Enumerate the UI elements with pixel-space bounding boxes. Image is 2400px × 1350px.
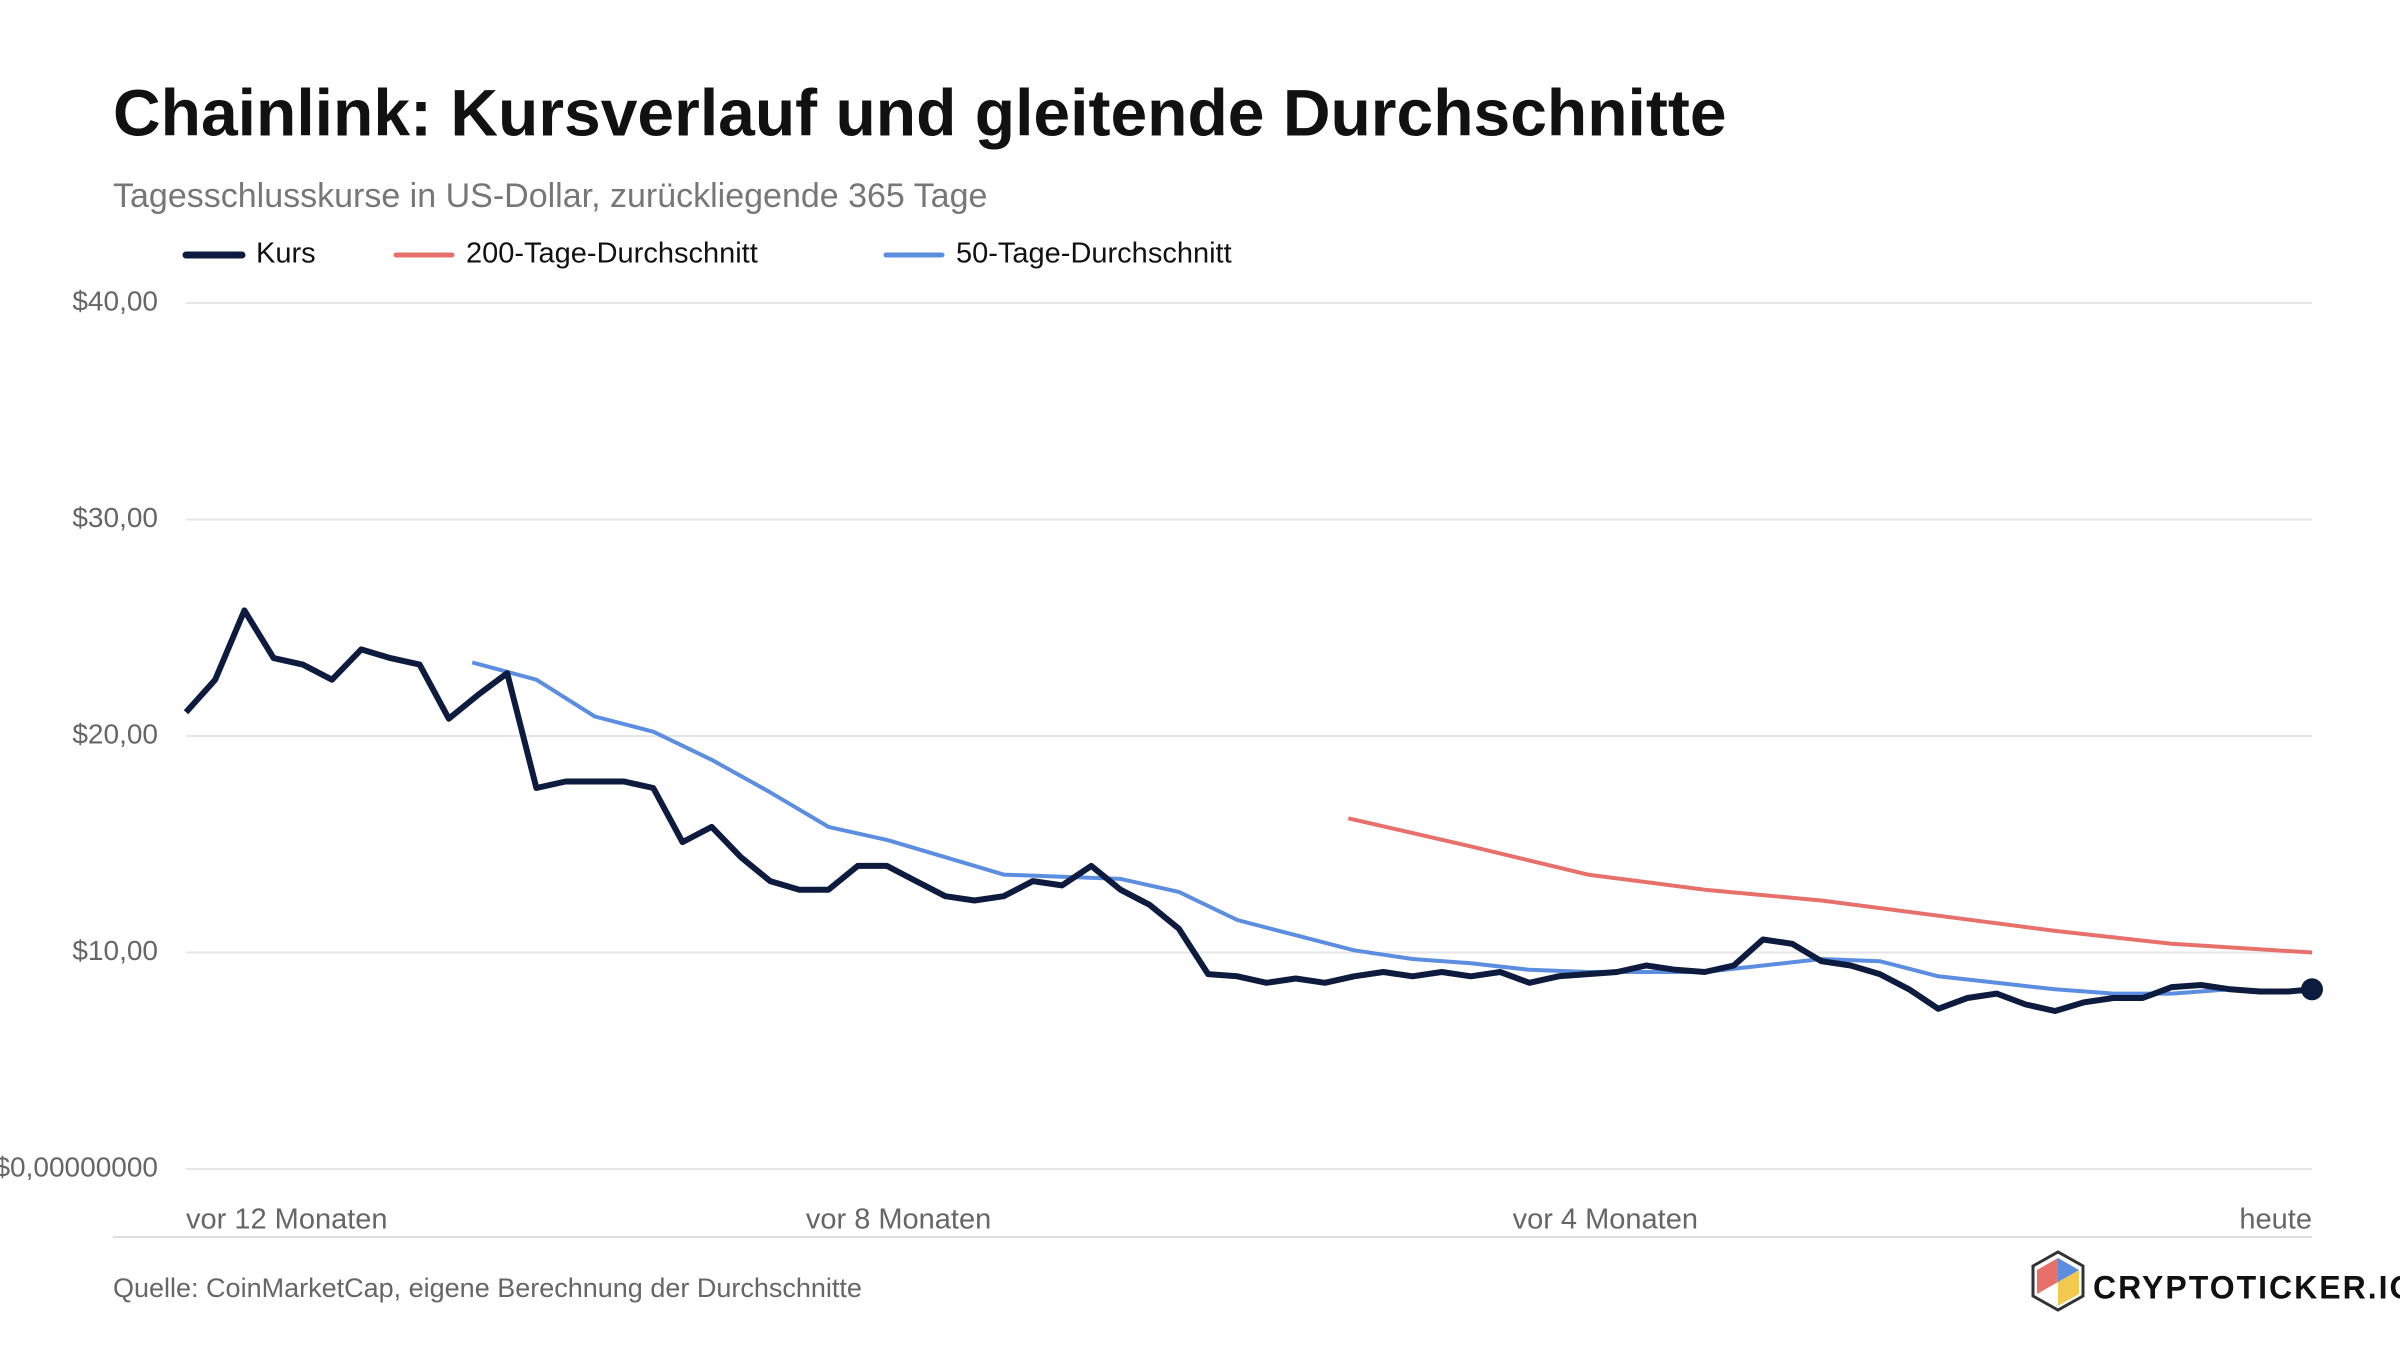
y-tick-label: $40,00 — [72, 285, 158, 316]
brand-name: CRYPTOTICKER.IO — [2093, 1269, 2400, 1305]
y-tick-label: $20,00 — [72, 718, 158, 749]
legend-label: 50-Tage-Durchschnitt — [956, 238, 1232, 270]
legend-label: Kurs — [256, 238, 316, 270]
series-line — [471, 660, 2312, 996]
x-tick-label: vor 12 Monaten — [186, 1204, 388, 1236]
chart-subtitle: Tagesschlusskurse in US-Dollar, zurückli… — [113, 177, 987, 215]
x-tick-label: vor 4 Monaten — [1513, 1204, 1698, 1236]
logo-face — [2037, 1258, 2058, 1294]
y-tick-label: $30,00 — [72, 502, 158, 533]
y-tick-label: $0,00000000 — [0, 1151, 158, 1182]
last-point — [2301, 978, 2323, 1001]
logo-face — [2058, 1258, 2079, 1282]
series-line — [1347, 816, 2313, 955]
y-tick-label: $10,00 — [72, 935, 158, 966]
x-tick-label: heute — [2239, 1204, 2312, 1236]
chart-title: Chainlink: Kursverlauf und gleitende Dur… — [113, 75, 1727, 149]
series-line — [183, 607, 2313, 1014]
brand-logo: CRYPTOTICKER.IO — [2031, 1250, 2400, 1312]
source-note: Quelle: CoinMarketCap, eigene Berechnung… — [113, 1273, 862, 1303]
x-tick-label: vor 8 Monaten — [806, 1204, 991, 1236]
legend-label: 200-Tage-Durchschnitt — [466, 238, 758, 270]
